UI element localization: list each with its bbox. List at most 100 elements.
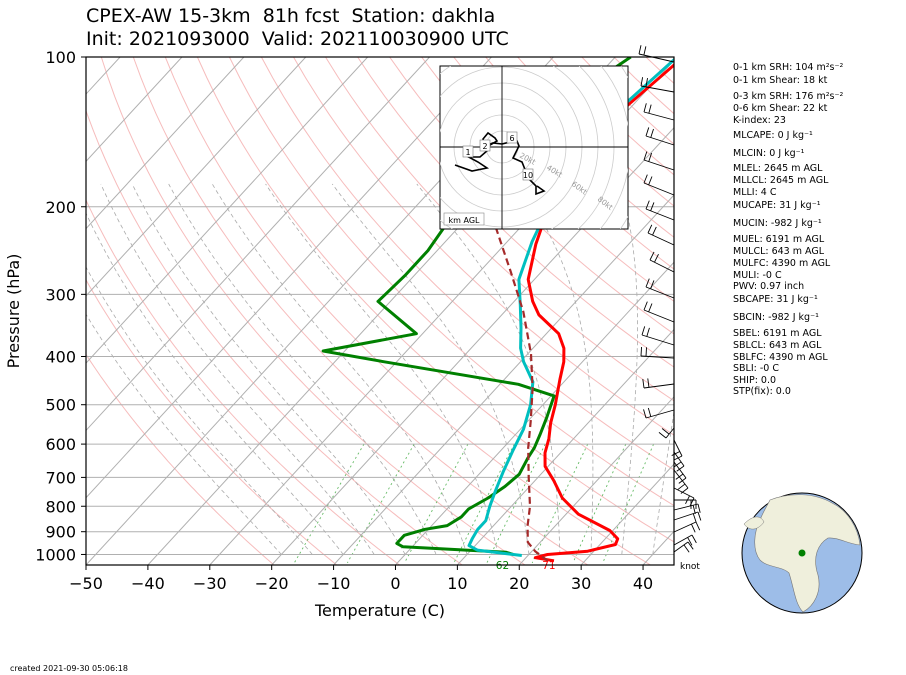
x-tick-label: 30 [571, 574, 591, 593]
moist-adiabat [86, 266, 313, 555]
dry-adiabat [86, 109, 463, 565]
x-tick-label: −10 [317, 574, 351, 593]
index-line: 0-1 km Shear: 18 kt [733, 75, 828, 86]
hodograph-height-box [462, 145, 474, 158]
wind-barb [673, 469, 689, 494]
y-tick-label: 700 [45, 468, 76, 487]
wind-barb-flag [645, 127, 650, 137]
axes-layer: −50 −40 −30 −20 −10 0 10 20 30 40 100 200 300 400 500 6… [4, 48, 675, 620]
y-tick-label: 400 [45, 348, 76, 367]
wind-barb [640, 346, 675, 359]
wind-barb [638, 45, 675, 63]
wind-barb-flag [645, 200, 650, 210]
dry-adiabat [389, 57, 674, 335]
wind-barb-shaft [673, 487, 695, 499]
wind-barb [643, 301, 675, 323]
wind-barb-flag [638, 45, 642, 55]
parcel-line [450, 113, 549, 562]
wind-barb-shaft [645, 286, 675, 299]
wind-barb [673, 511, 702, 523]
index-line: 0-3 km SRH: 176 m²s⁻² [733, 91, 844, 102]
wind-barb-shaft [673, 451, 685, 467]
index-line: MLLI: 4 C [733, 187, 777, 198]
wind-barb-shaft [638, 53, 675, 63]
index-line: SBLI: -0 C [733, 363, 779, 374]
index-line: SBLCL: 643 m AGL [733, 340, 822, 351]
isotherm [395, 261, 674, 565]
wind-barb-flag [648, 176, 653, 186]
wind-barb-shaft [640, 85, 675, 93]
wind-barb-flag [677, 483, 686, 490]
index-line: STP(fix): 0.0 [733, 386, 791, 397]
dry-adiabat [260, 57, 674, 471]
index-line: 0-1 km SRH: 104 m²s⁻² [733, 62, 844, 73]
chart-title-line-1: CPEX-AW 15-3km 81h fcst Station: dakhla [86, 5, 496, 27]
dewpoint-line [321, 57, 632, 556]
moist-adiabat [168, 183, 437, 555]
y-tick-label: 800 [45, 497, 76, 516]
wind-barb-flag [643, 174, 648, 184]
wind-barb-flag [646, 327, 650, 337]
wind-barb-flag [645, 77, 648, 87]
wind-barb-flag [661, 428, 670, 435]
index-line: K-index: 23 [733, 115, 786, 126]
index-line: PWV: 0.97 inch [733, 281, 805, 292]
wind-barb-flag [673, 461, 682, 468]
wind-barb-flag [676, 465, 685, 472]
globe-locator-map [741, 492, 863, 614]
wind-barb [649, 251, 675, 273]
wind-barb-shaft [673, 439, 683, 457]
plot-frame [85, 56, 675, 566]
hodograph-height-label: 6 [509, 134, 514, 143]
isotherm [86, 57, 492, 499]
hodograph-unit-label: km AGL [449, 216, 481, 225]
globe-land [754, 494, 861, 613]
dry-adiabat [421, 57, 674, 302]
dry-adiabat [357, 57, 674, 368]
mixing-ratio-line [486, 443, 546, 564]
globe-land [743, 516, 765, 530]
y-tick-label: 300 [45, 285, 76, 304]
moist-adiabat [100, 183, 375, 555]
isotherm [333, 194, 674, 565]
x-tick-label: 0 [390, 574, 400, 593]
y-tick-label: 900 [45, 523, 76, 542]
wind-barb-flag [647, 224, 653, 234]
wind-barb-shaft [647, 232, 675, 246]
wind-barb-flag [692, 513, 697, 523]
wind-barb [642, 378, 675, 389]
wind-barb-flag [645, 278, 650, 288]
wind-barb-flag [671, 451, 680, 456]
index-line: SBEL: 6191 m AGL [733, 328, 822, 339]
index-line: MLCAPE: 0 J kg⁻¹ [733, 130, 813, 141]
moist-adiabat [652, 408, 674, 555]
y-tick-label: 100 [45, 48, 76, 67]
index-line: SHIP: 0.0 [733, 375, 777, 386]
x-tick-label: 10 [447, 574, 467, 593]
y-tick-label: 600 [45, 435, 76, 454]
wind-barb-shaft [673, 521, 697, 533]
dry-adiabat [86, 353, 275, 565]
barb-unit-label: knot [680, 562, 700, 572]
x-tick-label: −20 [255, 574, 289, 593]
chart-title-line-2: Init: 2021093000 Valid: 202110030900 UTC [86, 28, 509, 50]
wind-barb-flag [692, 505, 696, 515]
wind-barb-flag [648, 303, 653, 313]
wind-barb-shaft [643, 383, 675, 389]
wind-barb [643, 103, 675, 121]
index-line: MLEL: 2645 m AGL [733, 163, 823, 174]
wind-barb-flag [643, 151, 648, 161]
wind-barb-flag [697, 511, 702, 521]
wind-barb [641, 326, 675, 346]
y-tick-label: 500 [45, 396, 76, 415]
dry-adiabat [86, 199, 400, 565]
index-line: MLCIN: 0 J kg⁻¹ [733, 148, 805, 159]
wind-barb-flag [641, 326, 646, 336]
wind-barb-flag [650, 202, 655, 211]
wind-barb-flag [643, 46, 647, 56]
grid-layer [86, 57, 674, 565]
hodograph-height-box [522, 168, 534, 181]
y-tick-label: 200 [45, 198, 76, 217]
x-tick-label: 40 [633, 574, 653, 593]
